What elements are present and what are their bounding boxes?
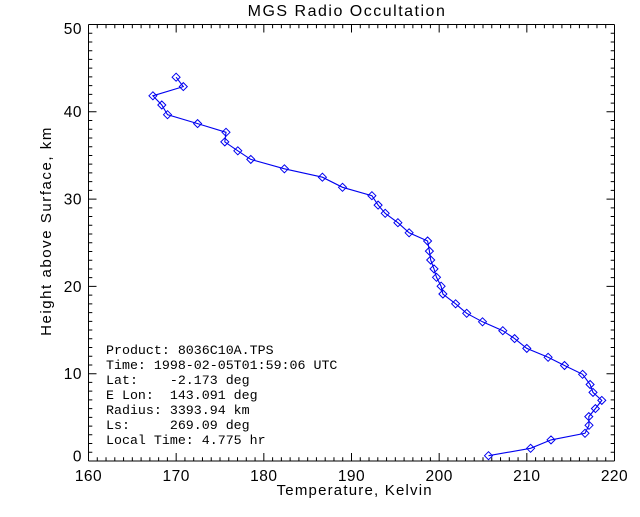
svg-text:Local Time: 4.775 hr: Local Time: 4.775 hr: [106, 433, 266, 448]
svg-text:Ls: 269.09 deg: Ls: 269.09 deg: [106, 418, 250, 433]
svg-text:30: 30: [64, 192, 82, 209]
svg-text:Radius: 3393.94 km: Radius: 3393.94 km: [106, 403, 250, 418]
svg-text:Product: 8036C10A.TPS: Product: 8036C10A.TPS: [106, 343, 274, 358]
svg-text:160: 160: [75, 468, 102, 485]
svg-text:190: 190: [338, 468, 365, 485]
svg-text:Lat: -2.173 deg: Lat: -2.173 deg: [106, 373, 250, 388]
svg-text:E Lon: 143.091 deg: E Lon: 143.091 deg: [106, 388, 258, 403]
svg-text:Time: 1998-02-05T01:59:06 UTC: Time: 1998-02-05T01:59:06 UTC: [106, 358, 337, 373]
svg-text:0: 0: [73, 449, 82, 466]
svg-text:200: 200: [425, 468, 452, 485]
svg-text:170: 170: [162, 468, 189, 485]
svg-text:20: 20: [64, 279, 82, 296]
svg-text:180: 180: [250, 468, 277, 485]
svg-text:40: 40: [64, 104, 82, 121]
svg-text:MGS Radio Occultation: MGS Radio Occultation: [248, 3, 447, 20]
svg-text:10: 10: [64, 366, 82, 383]
svg-text:220: 220: [601, 468, 628, 485]
svg-text:Temperature, Kelvin: Temperature, Kelvin: [277, 482, 433, 499]
svg-text:Height above Surface, km: Height above Surface, km: [38, 126, 55, 336]
svg-text:50: 50: [64, 21, 82, 38]
svg-text:210: 210: [513, 468, 540, 485]
